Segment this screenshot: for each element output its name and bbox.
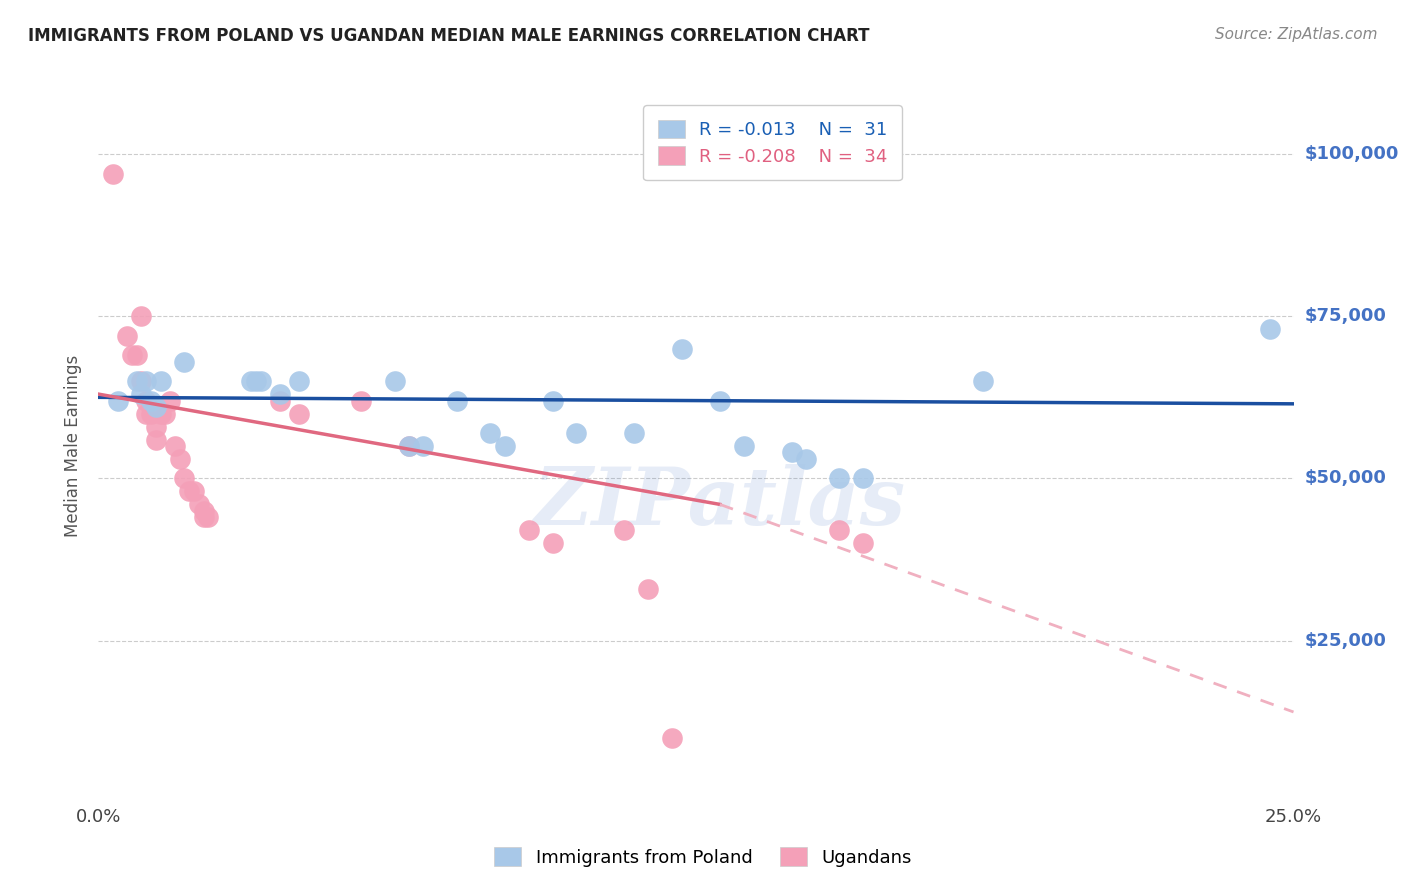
Point xyxy=(384,374,406,388)
Point xyxy=(1258,322,1281,336)
Text: $75,000: $75,000 xyxy=(1305,307,1386,326)
Point xyxy=(288,374,311,388)
Point xyxy=(541,536,564,550)
Point xyxy=(131,387,153,401)
Point xyxy=(637,582,659,596)
Point xyxy=(828,524,851,538)
Point xyxy=(613,524,636,538)
Text: $100,000: $100,000 xyxy=(1305,145,1399,163)
Point xyxy=(149,407,172,421)
Legend: Immigrants from Poland, Ugandans: Immigrants from Poland, Ugandans xyxy=(486,840,920,874)
Point xyxy=(240,374,263,388)
Point xyxy=(709,393,731,408)
Point xyxy=(623,425,645,440)
Point xyxy=(245,374,267,388)
Point xyxy=(350,393,373,408)
Point xyxy=(121,348,143,362)
Point xyxy=(131,310,153,324)
Point xyxy=(412,439,434,453)
Point xyxy=(517,524,540,538)
Point xyxy=(155,407,177,421)
Point xyxy=(173,354,195,368)
Point xyxy=(159,393,181,408)
Point xyxy=(250,374,273,388)
Point xyxy=(135,407,157,421)
Point xyxy=(671,342,693,356)
Point xyxy=(125,374,148,388)
Y-axis label: Median Male Earnings: Median Male Earnings xyxy=(65,355,83,537)
Point xyxy=(269,387,291,401)
Point xyxy=(149,374,172,388)
Point xyxy=(288,407,311,421)
Text: $25,000: $25,000 xyxy=(1305,632,1386,649)
Point xyxy=(193,504,215,518)
Point xyxy=(193,510,215,524)
Point xyxy=(852,471,875,485)
Point xyxy=(733,439,755,453)
Point xyxy=(541,393,564,408)
Text: Source: ZipAtlas.com: Source: ZipAtlas.com xyxy=(1215,27,1378,42)
Point xyxy=(145,400,167,414)
Point xyxy=(269,393,291,408)
Point xyxy=(187,497,209,511)
Point xyxy=(780,445,803,459)
Legend: R = -0.013    N =  31, R = -0.208    N =  34: R = -0.013 N = 31, R = -0.208 N = 34 xyxy=(644,105,903,180)
Point xyxy=(135,393,157,408)
Point xyxy=(169,452,191,467)
Point xyxy=(972,374,994,388)
Text: ZIPatlas: ZIPatlas xyxy=(534,465,905,541)
Point xyxy=(135,374,157,388)
Point xyxy=(101,167,124,181)
Point xyxy=(107,393,129,408)
Point xyxy=(183,484,205,499)
Point xyxy=(446,393,468,408)
Point xyxy=(661,731,683,745)
Point xyxy=(565,425,588,440)
Point xyxy=(139,393,162,408)
Point xyxy=(173,471,195,485)
Point xyxy=(145,433,167,447)
Point xyxy=(125,348,148,362)
Text: $50,000: $50,000 xyxy=(1305,469,1386,487)
Point xyxy=(115,328,138,343)
Point xyxy=(131,374,153,388)
Text: IMMIGRANTS FROM POLAND VS UGANDAN MEDIAN MALE EARNINGS CORRELATION CHART: IMMIGRANTS FROM POLAND VS UGANDAN MEDIAN… xyxy=(28,27,870,45)
Point xyxy=(163,439,186,453)
Point xyxy=(852,536,875,550)
Point xyxy=(828,471,851,485)
Point xyxy=(145,419,167,434)
Point xyxy=(197,510,219,524)
Point xyxy=(479,425,502,440)
Point xyxy=(398,439,420,453)
Point xyxy=(139,407,162,421)
Point xyxy=(398,439,420,453)
Point xyxy=(794,452,817,467)
Point xyxy=(494,439,516,453)
Point xyxy=(179,484,201,499)
